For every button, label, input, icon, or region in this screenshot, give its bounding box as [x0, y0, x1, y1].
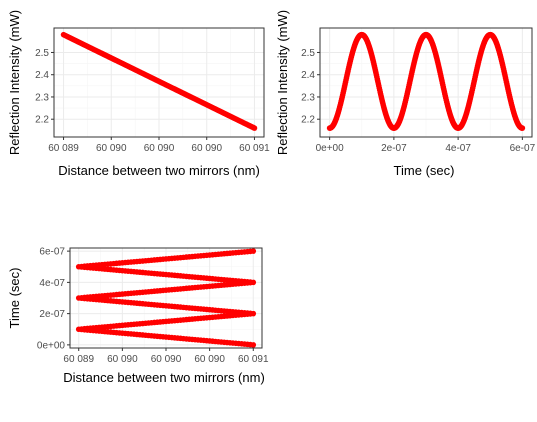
x-tick-label: 60 090: [151, 354, 182, 365]
x-tick-label: 4e-07: [445, 143, 471, 154]
y-axis-ticks: 2.2 2.3 2.4 2.5: [301, 48, 320, 126]
panel-bottom-left: 60 089 60 090 60 090 60 090 60 091 0e+00 2e-0…: [7, 247, 269, 385]
x-axis-ticks: 60 089 60 090 60 090 60 090 60 091: [63, 348, 269, 365]
x-tick-label: 60 091: [239, 143, 270, 154]
y-tick-label: 4e-07: [39, 278, 65, 289]
x-tick-label: 60 090: [194, 354, 225, 365]
y-tick-label: 2.3: [35, 92, 49, 103]
x-tick-label: 60 089: [48, 143, 79, 154]
data-points: [75, 248, 257, 348]
grid: [54, 28, 264, 137]
x-tick-label: 2e-07: [381, 143, 407, 154]
data-points: [60, 31, 258, 131]
data-point: [250, 248, 257, 254]
x-axis-ticks: 0e+00 2e-07 4e-07 6e-07: [316, 137, 536, 154]
y-tick-label: 6e-07: [39, 247, 65, 258]
data-points: [326, 31, 526, 131]
y-tick-label: 2.2: [35, 115, 49, 126]
x-tick-label: 60 089: [63, 354, 94, 365]
y-tick-label: 2.3: [301, 92, 315, 103]
x-tick-label: 6e-07: [510, 143, 536, 154]
y-axis-ticks: 0e+00 2e-07 4e-07 6e-07: [37, 247, 70, 351]
x-axis-title: Distance between two mirrors (nm): [63, 370, 265, 385]
y-tick-label: 0e+00: [37, 340, 66, 351]
x-axis-ticks: 60 089 60 090 60 090 60 090 60 091: [48, 137, 270, 154]
y-tick-label: 2e-07: [39, 309, 65, 320]
panel-border: [319, 27, 533, 138]
x-axis-title: Time (sec): [394, 163, 455, 178]
y-axis-title: Time (sec): [7, 268, 22, 329]
x-tick-label: 60 090: [191, 143, 222, 154]
x-tick-label: 60 090: [144, 143, 175, 154]
data-point: [519, 125, 526, 131]
x-tick-label: 0e+00: [316, 143, 345, 154]
x-tick-label: 60 090: [107, 354, 138, 365]
y-tick-label: 2.4: [301, 70, 315, 81]
y-axis-title: Reflection Intensity (mW): [275, 10, 290, 155]
panel-top-left: 60 089 60 090 60 090 60 090 60 091 2.2 2.3 2.4…: [7, 10, 270, 178]
y-axis-title: Reflection Intensity (mW): [7, 10, 22, 155]
y-tick-label: 2.5: [301, 48, 315, 59]
panel-top-right: 0e+00 2e-07 4e-07 6e-07 2.2 2.3 2.4 2.5 Time (…: [275, 10, 536, 178]
x-tick-label: 60 091: [238, 354, 269, 365]
y-axis-ticks: 2.2 2.3 2.4 2.5: [35, 48, 54, 126]
data-point: [251, 125, 258, 131]
x-axis-title: Distance between two mirrors (nm): [58, 163, 260, 178]
y-tick-label: 2.4: [35, 70, 49, 81]
y-tick-label: 2.2: [301, 115, 315, 126]
y-tick-label: 2.5: [35, 48, 49, 59]
x-tick-label: 60 090: [96, 143, 127, 154]
